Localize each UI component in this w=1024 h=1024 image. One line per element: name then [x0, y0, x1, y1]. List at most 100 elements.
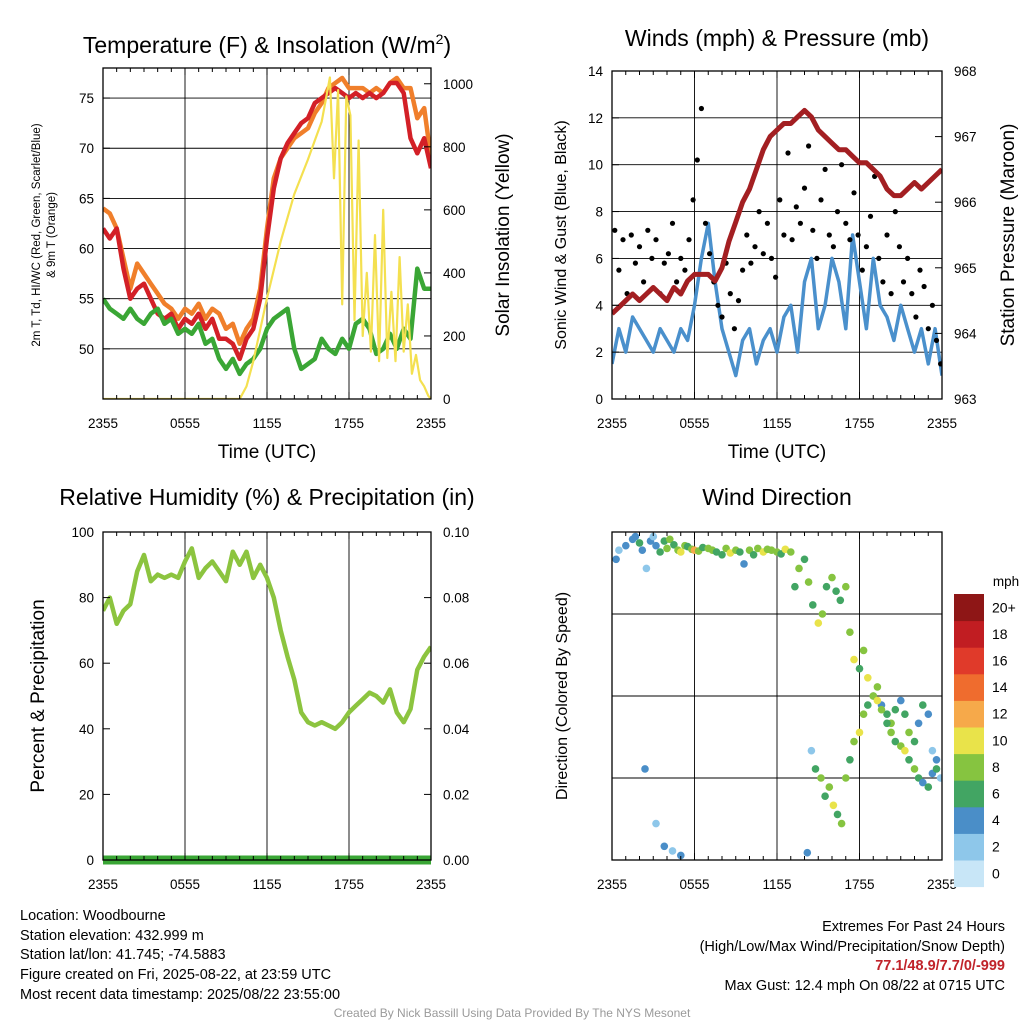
gust-point	[913, 314, 919, 320]
colorbar-label-10: 20+	[992, 599, 1016, 615]
y2-tick-label-2-5: 0.10	[443, 525, 469, 540]
gust-point	[612, 227, 618, 233]
y-tick-label-2-4: 80	[79, 591, 94, 606]
station-info: Location: Woodbourne Station elevation: …	[20, 907, 340, 1006]
direction-point	[821, 792, 829, 800]
gust-point	[822, 166, 828, 172]
max-gust-text: Max Gust: 12.4 mph On 08/22 at 0715 UTC	[724, 978, 1005, 995]
y2-tick-label-1-2: 965	[954, 261, 977, 276]
gust-point	[892, 209, 898, 215]
x-tick-label-1-3: 1755	[844, 416, 874, 431]
y2-tick-label-2-3: 0.06	[443, 656, 469, 671]
direction-point	[883, 710, 891, 718]
direction-point	[663, 544, 671, 553]
scatter-group	[612, 532, 942, 860]
gust-point	[888, 291, 894, 297]
y-tick-label-2-3: 60	[79, 656, 94, 671]
direction-point	[905, 728, 913, 737]
gust-point	[785, 150, 791, 156]
direction-point	[837, 819, 846, 828]
y-tick-label-2-0: 0	[86, 853, 94, 868]
gust-point	[768, 255, 775, 261]
y2-tick-label-0-1: 200	[443, 329, 466, 344]
gust-point	[830, 244, 837, 250]
y2-tick-label-2-4: 0.08	[443, 591, 469, 606]
direction-point	[901, 710, 909, 718]
gust-point	[641, 279, 647, 285]
gust-point	[905, 255, 911, 261]
direction-point	[836, 596, 845, 605]
direction-point	[670, 541, 678, 549]
title-part: Temperature (F) & Insolation (W/m	[83, 32, 436, 58]
gust-point	[628, 232, 634, 238]
colorbar-label-8: 16	[992, 653, 1008, 669]
series-group-temperature	[103, 75, 431, 399]
y2-axis-label-temperature: Solar Insolation (Yellow)	[493, 133, 514, 336]
y2-tick-label-1-0: 963	[954, 392, 977, 407]
colorbar-swatch-10	[954, 727, 984, 755]
gust-point	[884, 232, 890, 238]
direction-point	[754, 544, 762, 553]
colorbar-label-5: 10	[992, 732, 1008, 748]
y2-axis-label-winds: Station Pressure (Maroon)	[998, 124, 1019, 347]
direction-point	[749, 551, 758, 559]
gust-point	[719, 314, 725, 320]
direction-point	[795, 564, 803, 573]
x-tick-label-2-3: 1755	[334, 877, 364, 892]
direction-point	[641, 765, 649, 773]
direction-point	[652, 819, 660, 828]
gust-point	[748, 260, 754, 266]
direction-point	[631, 532, 640, 541]
colorbar-label-4: 8	[992, 759, 1000, 775]
y-tick-label-1-3: 6	[595, 251, 603, 266]
direction-point	[932, 765, 941, 773]
extremes-info: Extremes For Past 24 Hours (High/Low/Max…	[700, 918, 1005, 997]
gust-point	[806, 143, 812, 149]
direction-point	[652, 541, 660, 550]
direction-point	[668, 847, 677, 855]
direction-point	[818, 610, 827, 618]
gust-point	[863, 244, 870, 250]
gust-point	[818, 197, 824, 203]
credit-text: Created By Nick Bassill Using Data Provi…	[333, 1006, 691, 1020]
direction-point	[803, 848, 812, 857]
y-axis-label-temperature-line1: 2m T, Td, HI/WC (Red, Green, Scarlet/Blu…	[31, 123, 43, 346]
direction-point	[859, 646, 868, 655]
gust-point	[773, 274, 779, 280]
direction-point	[825, 783, 834, 791]
direction-point	[800, 555, 809, 564]
direction-point	[615, 546, 623, 554]
direction-point	[842, 582, 850, 591]
y-tick-label-1-6: 12	[588, 111, 603, 126]
x-tick-label-0-0: 2355	[88, 416, 118, 431]
y-tick-label-1-7: 14	[588, 64, 604, 79]
chart-title-humidity: Relative Humidity (%) & Precipitation (i…	[59, 484, 474, 510]
direction-point	[932, 756, 941, 764]
gust-point	[744, 232, 750, 238]
y2-tick-label-2-0: 0.00	[443, 853, 469, 868]
x-axis-label-winds: Time (UTC)	[728, 442, 827, 463]
direction-point	[811, 765, 820, 773]
gust-point	[645, 227, 651, 233]
colorbar-swatch-12	[954, 700, 984, 728]
direction-point	[891, 737, 900, 746]
gust-point	[674, 279, 680, 285]
direction-point	[905, 756, 913, 764]
title-part: )	[443, 32, 451, 58]
colorbar-label-7: 14	[992, 679, 1008, 695]
gust-point	[653, 237, 659, 243]
direction-point	[883, 719, 891, 728]
y-axis-label-wind-direction: Direction (Colored By Speed)	[554, 592, 571, 800]
x-tick-label-3-4: 2355	[927, 877, 957, 892]
x-tick-label-0-1: 0555	[170, 416, 200, 431]
gust-point	[789, 237, 795, 243]
gust-point	[876, 255, 882, 261]
colorbar-title: mph	[993, 574, 1019, 589]
x-tick-label-3-1: 0555	[679, 877, 709, 892]
direction-point	[814, 619, 823, 627]
colorbar-swatch-2	[954, 833, 984, 861]
y-tick-label-1-1: 2	[595, 345, 603, 360]
x-tick-label-3-0: 2355	[597, 877, 627, 892]
y-tick-label-1-0: 0	[595, 392, 603, 407]
